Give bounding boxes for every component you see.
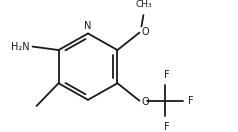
Text: F: F [188, 96, 194, 106]
Text: O: O [141, 97, 149, 107]
Text: H₂N: H₂N [11, 42, 30, 52]
Text: F: F [164, 70, 169, 80]
Text: N: N [84, 21, 92, 31]
Text: CH₃: CH₃ [135, 0, 152, 9]
Text: O: O [141, 27, 149, 37]
Text: F: F [164, 122, 169, 132]
